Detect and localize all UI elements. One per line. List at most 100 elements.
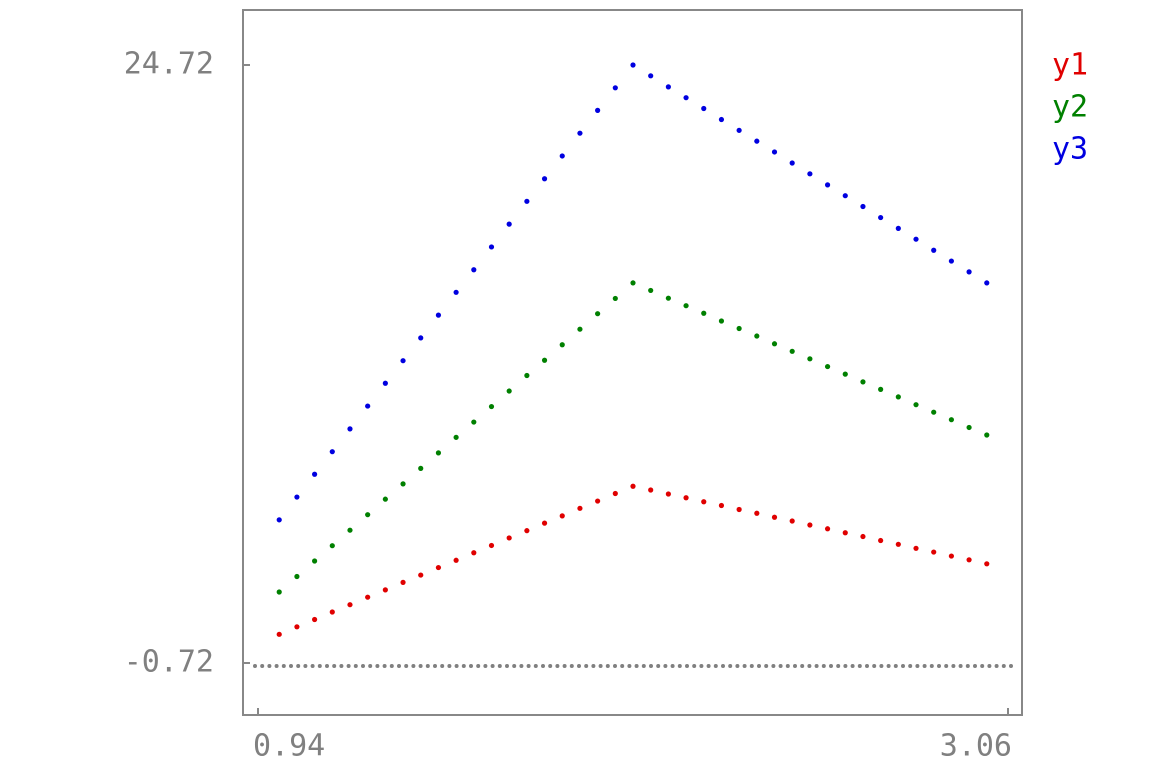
data-point xyxy=(276,631,282,637)
data-point xyxy=(683,303,689,309)
data-point xyxy=(984,432,990,438)
data-point xyxy=(913,236,919,242)
data-point xyxy=(736,127,742,133)
plot-frame xyxy=(242,9,1023,716)
data-point xyxy=(966,269,972,275)
data-point xyxy=(824,182,831,188)
data-point xyxy=(771,149,778,155)
data-point xyxy=(365,594,371,600)
data-point xyxy=(559,513,565,519)
data-point xyxy=(400,481,406,487)
data-point xyxy=(435,564,442,571)
data-point xyxy=(294,624,300,630)
y-tick-label: 24.72 xyxy=(124,47,214,82)
data-point xyxy=(718,318,725,324)
data-point xyxy=(683,95,689,101)
data-point xyxy=(612,85,618,91)
data-point xyxy=(488,244,495,250)
data-point xyxy=(895,394,901,400)
data-point xyxy=(754,510,760,516)
data-point xyxy=(860,203,866,210)
data-point xyxy=(665,295,671,301)
data-point xyxy=(630,62,636,68)
data-point xyxy=(984,561,990,567)
data-point xyxy=(541,520,548,526)
data-point xyxy=(382,380,388,386)
data-point xyxy=(948,553,954,559)
data-point xyxy=(701,310,707,316)
data-point xyxy=(718,116,725,123)
data-point xyxy=(400,358,406,364)
data-point xyxy=(648,287,654,294)
data-point xyxy=(913,402,919,408)
data-point xyxy=(471,419,477,425)
data-point xyxy=(453,434,459,440)
x-tick-label: 3.06 xyxy=(940,729,1012,764)
data-point xyxy=(948,417,954,423)
x-tick-label: 0.94 xyxy=(253,729,325,764)
legend-label: y2 xyxy=(1052,90,1088,125)
data-point xyxy=(365,512,371,518)
data-point xyxy=(824,526,831,532)
data-point xyxy=(842,193,848,199)
data-point xyxy=(435,450,442,456)
data-point xyxy=(736,506,742,513)
data-point xyxy=(312,616,318,623)
data-point xyxy=(931,247,937,253)
data-point xyxy=(789,518,795,524)
data-point xyxy=(860,533,866,540)
data-point xyxy=(524,372,530,379)
data-point xyxy=(648,487,654,493)
y-tick-label: -0.72 xyxy=(124,645,214,680)
data-point xyxy=(382,587,388,593)
data-point xyxy=(524,198,530,204)
data-point xyxy=(506,221,512,227)
data-point xyxy=(754,333,760,339)
data-point xyxy=(506,535,512,541)
data-point xyxy=(435,312,442,318)
data-point xyxy=(595,107,601,113)
data-point xyxy=(294,494,300,500)
data-point xyxy=(276,517,282,523)
data-point xyxy=(966,557,972,563)
data-point xyxy=(683,495,689,501)
data-point xyxy=(701,105,707,112)
data-point xyxy=(878,537,884,544)
data-point xyxy=(878,386,884,392)
data-point xyxy=(312,558,318,564)
data-point xyxy=(878,214,884,221)
data-point xyxy=(595,498,601,504)
data-point xyxy=(648,73,654,79)
data-point xyxy=(347,426,353,432)
data-point xyxy=(577,505,583,511)
data-point xyxy=(382,496,388,502)
data-point xyxy=(400,579,406,585)
data-point xyxy=(488,542,495,549)
data-point xyxy=(453,557,459,563)
data-point xyxy=(329,543,335,549)
data-point xyxy=(418,465,424,471)
data-point xyxy=(754,138,760,144)
data-point xyxy=(541,176,548,182)
data-point xyxy=(771,514,778,520)
data-point xyxy=(524,528,530,534)
data-point xyxy=(612,490,618,497)
data-point xyxy=(347,602,353,608)
data-point xyxy=(984,280,990,286)
data-point xyxy=(630,483,636,489)
data-point xyxy=(506,388,512,394)
data-point xyxy=(895,225,901,231)
data-point xyxy=(471,267,477,273)
data-point xyxy=(842,371,848,377)
legend-label: y3 xyxy=(1052,132,1088,167)
data-point xyxy=(789,160,795,166)
data-point xyxy=(312,471,318,477)
data-point xyxy=(541,357,548,363)
data-point xyxy=(488,403,495,410)
data-point xyxy=(471,550,477,556)
data-point xyxy=(276,589,282,595)
data-point xyxy=(789,348,795,354)
legend-label: y1 xyxy=(1052,48,1088,83)
data-point xyxy=(895,541,901,547)
